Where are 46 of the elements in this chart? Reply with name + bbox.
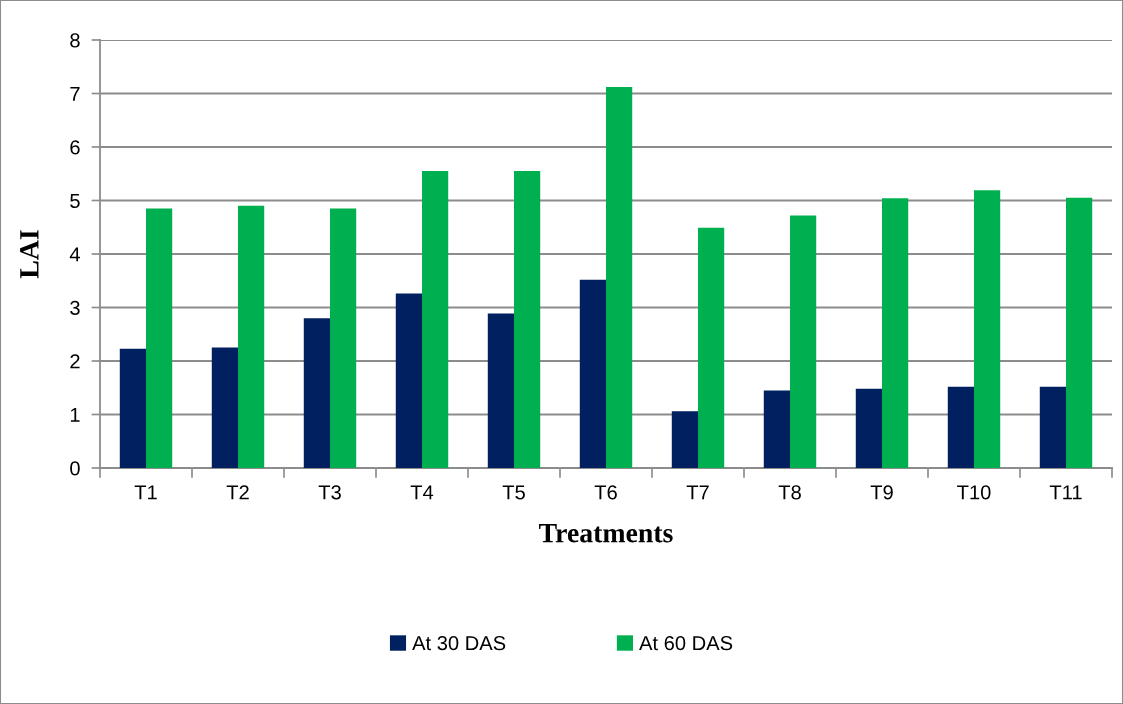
bar [303,318,330,468]
x-tick-label: T4 [410,485,434,500]
legend-label: At 30 DAS [412,635,506,651]
x-tick-label: T2 [226,485,249,500]
bar [974,190,1001,468]
bar [330,208,357,468]
bar [211,347,238,468]
y-tick-label: 2 [70,354,80,369]
y-tick-label: 3 [70,300,80,315]
bar [514,171,541,468]
y-tick-label: 7 [70,86,80,101]
x-axis-title: Treatments [539,523,673,543]
x-tick-label: T1 [134,485,157,500]
y-axis-title: LAI [20,230,39,279]
bar [882,198,909,468]
bar [1039,386,1066,468]
x-tick-label: T5 [502,485,525,500]
x-tick-label: T3 [318,485,341,500]
bar [790,215,817,468]
bar [698,227,725,468]
x-tick-label: T10 [957,485,991,500]
y-tick-label: 5 [70,193,80,208]
bar [579,279,606,468]
bar [606,87,633,468]
bar [119,348,146,468]
bar [1066,197,1093,468]
x-tick-label: T8 [778,485,801,500]
bar [422,171,449,468]
bar [395,293,422,468]
bar [238,205,265,468]
y-tick-label: 4 [69,247,80,262]
bar [763,390,790,468]
x-tick-label: T11 [1049,485,1082,500]
y-tick-label: 8 [70,33,80,48]
y-tick-label: 0 [70,461,80,476]
legend-label: At 60 DAS [639,635,733,651]
bar [671,411,698,468]
x-tick-label: T9 [870,485,893,500]
x-tick-label: T6 [594,485,617,500]
y-tick-label: 1 [70,407,80,422]
y-tick-label: 6 [70,140,80,155]
bar [947,386,974,468]
bar [487,313,514,468]
bar [855,388,882,468]
bar [146,208,173,468]
x-tick-label: T7 [686,485,709,500]
